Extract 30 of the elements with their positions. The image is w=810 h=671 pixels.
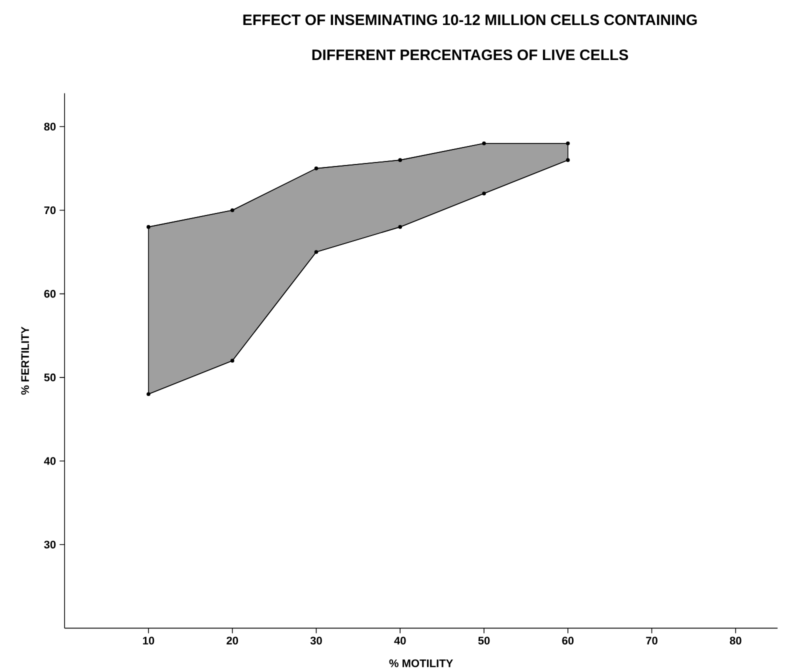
point: [398, 225, 402, 230]
chart-title: EFFECT OF INSEMINATING 10-12 MILLION CELLS CONTAINING: [243, 14, 697, 26]
x-tick-label: 80: [730, 636, 742, 645]
y-tick-label: 70: [44, 206, 56, 214]
point: [482, 192, 486, 196]
point: [482, 142, 486, 146]
y-axis-title: % FERTILITY: [21, 326, 29, 395]
x-tick-label: 10: [143, 636, 154, 645]
point: [566, 158, 570, 162]
point: [314, 166, 318, 171]
x-tick-label: 20: [226, 636, 238, 645]
point: [146, 225, 150, 230]
point: [146, 392, 150, 396]
y-tick-label: 80: [44, 122, 56, 131]
point: [398, 158, 402, 162]
point: [566, 142, 570, 146]
x-axis-title: % MOTILITY: [389, 660, 453, 668]
x-tick-label: 60: [562, 636, 574, 645]
y-tick-label: 60: [44, 290, 56, 298]
y-tick-label: 40: [44, 457, 56, 466]
x-tick-label: 40: [394, 636, 406, 645]
x-tick-label: 30: [310, 636, 322, 645]
x-tick-label: 70: [646, 636, 658, 645]
y-tick-label: 50: [44, 374, 56, 382]
point: [314, 250, 318, 254]
point: [230, 359, 234, 363]
y-tick-label: 30: [44, 540, 56, 549]
x-tick-label: 50: [478, 636, 490, 645]
point: [230, 208, 234, 212]
chart-subtitle: DIFFERENT PERCENTAGES OF LIVE CELLS: [312, 50, 628, 60]
